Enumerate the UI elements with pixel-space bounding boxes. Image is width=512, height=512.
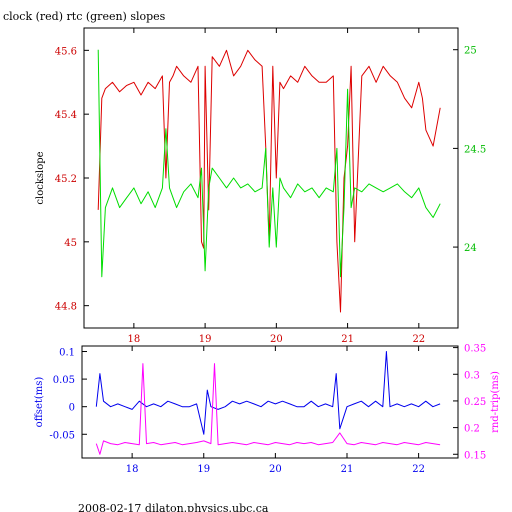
bottom-series-group (95, 351, 441, 455)
top-y-tick-label: 45 (64, 238, 77, 249)
series-line-rtc (97, 49, 441, 278)
top-x-tick-label: 22 (412, 334, 425, 345)
top-y2-tick-label: 25 (464, 46, 477, 57)
top-x-tick-label: 21 (341, 334, 354, 345)
footer-text: 2008-02-17 dilaton.physics.ubc.ca (78, 502, 269, 512)
bottom-x-tick-label: 21 (341, 464, 354, 475)
bottom-x-tick-label: 20 (269, 464, 282, 475)
bottom-x-axis: 18 19 20 21 22 (126, 346, 425, 475)
bottom-y-tick-label: 0 (69, 403, 75, 414)
bottom-y2-tick-label: 0.15 (464, 450, 486, 461)
bottom-y2-tick-label: 0.2 (464, 424, 480, 435)
top-left-axis: 44.8 45 45.2 45.4 45.6 (55, 46, 89, 313)
bottom-x-tick-label: 22 (412, 464, 425, 475)
bottom-plot-frame (81, 345, 459, 459)
bottom-y2-tick-label: 0.3 (464, 370, 480, 381)
top-y-tick-label: 45.4 (55, 110, 77, 121)
series-line-offset (95, 351, 441, 435)
bottom-x-tick-label: 19 (197, 464, 210, 475)
series-line-rnd-trip (95, 363, 441, 455)
top-y-tick-label: 45.6 (55, 46, 77, 57)
top-panel: 44.8 45 45.2 45.4 45.6 24 24.5 25 18 19 20 21 22 c… (35, 27, 486, 345)
top-y2-tick-label: 24.5 (464, 144, 486, 155)
top-y-tick-label: 45.2 (55, 174, 77, 185)
top-y2-tick-label: 24 (464, 243, 477, 254)
top-series-group (97, 49, 441, 313)
chart-title: clock (red) rtc (green) slopes (3, 10, 166, 23)
bottom-left-axis: -0.05 0 0.05 0.1 (49, 348, 87, 441)
bottom-y-tick-label: 0.05 (53, 375, 75, 386)
bottom-right-axis: 0.15 0.2 0.25 0.3 0.35 (453, 344, 486, 461)
top-x-tick-label: 20 (270, 334, 283, 345)
top-x-tick-label: 19 (199, 334, 212, 345)
bottom-y2-tick-label: 0.25 (464, 397, 486, 408)
top-x-axis: 18 19 20 21 22 (127, 28, 425, 345)
bottom-y-tick-label: 0.1 (59, 348, 75, 359)
top-y-axis-label: clockslope (35, 151, 46, 204)
bottom-x-tick-label: 18 (126, 464, 139, 475)
bottom-y-axis-label: offset(ms) (34, 377, 45, 428)
top-x-tick-label: 18 (127, 334, 140, 345)
bottom-y2-axis-label: rnd-trip(ms) (490, 371, 501, 433)
bottom-y2-tick-label: 0.35 (464, 344, 486, 355)
top-right-axis: 24 24.5 25 (453, 46, 486, 254)
bottom-panel: -0.05 0 0.05 0.1 0.15 0.2 0.25 0.3 0.35 18 19 20 2… (34, 344, 501, 475)
bottom-y-tick-label: -0.05 (49, 430, 75, 441)
top-y-tick-label: 44.8 (55, 302, 77, 313)
